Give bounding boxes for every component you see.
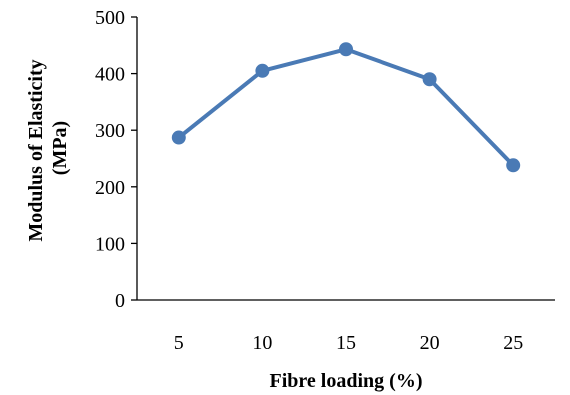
y-tick-label: 300 — [95, 120, 125, 142]
series — [171, 42, 521, 173]
data-point — [422, 72, 437, 87]
y-tick-label: 400 — [95, 64, 125, 86]
series-line — [176, 47, 516, 168]
y-tick-label: 100 — [95, 233, 125, 255]
data-point — [339, 42, 353, 57]
y-tick-label: 500 — [95, 7, 125, 29]
y-axis-title-line-2: (MPa) — [49, 121, 71, 175]
data-point — [506, 158, 521, 173]
y-tick-labels: 0 100 200 300 400 500 — [95, 7, 137, 312]
axes — [136, 17, 555, 301]
x-axis-title: Fibre loading (%) — [270, 370, 423, 392]
y-axis-title-line-1: Modulus of Elasticity — [25, 59, 47, 241]
y-tick-label: 0 — [115, 290, 125, 312]
data-point — [171, 130, 186, 145]
x-tick-labels: 5 10 15 20 25 — [174, 332, 523, 354]
data-point — [255, 63, 270, 78]
x-tick-label: 15 — [336, 332, 356, 354]
y-axis-title: Modulus of Elasticity (MPa) — [25, 54, 71, 241]
y-tick-label: 200 — [95, 177, 125, 199]
x-tick-label: 10 — [252, 332, 272, 354]
x-tick-label: 5 — [174, 332, 184, 354]
x-tick-label: 20 — [420, 332, 440, 354]
x-tick-label: 25 — [503, 332, 523, 354]
